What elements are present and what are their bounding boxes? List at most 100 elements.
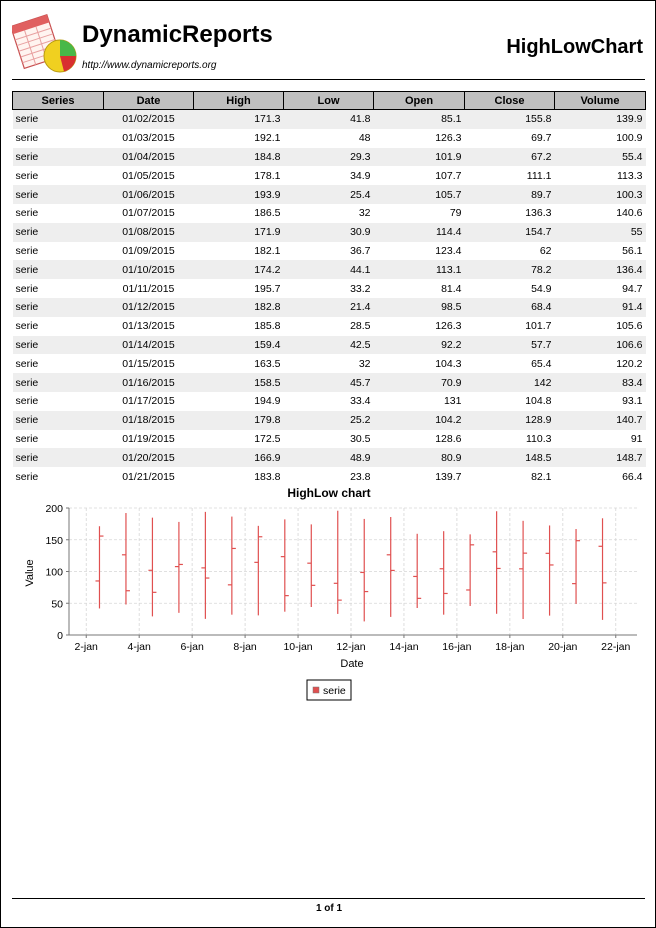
cell-date: 01/09/2015 (122, 244, 175, 257)
data-table: Series Date High Low Open Close Volume s… (12, 91, 646, 486)
x-tick-label: 4-jan (128, 641, 152, 653)
table-row: serie 01/05/2015 178.1 34.9 107.7 111.1 113.3 (13, 166, 646, 185)
y-tick-label: 100 (45, 567, 63, 579)
cell-low: 29.3 (283, 147, 374, 167)
cell-high: 179.8 (193, 410, 284, 430)
table-row: serie 01/09/2015 182.1 36.7 123.4 62 56.1 (13, 242, 646, 261)
cell-volume: 56.1 (622, 244, 643, 257)
cell-close: 101.7 (525, 320, 552, 333)
highlow-chart-svg: HighLow chart 0 50 100 150 200 2-jan 4-jan 6-ja… (24, 486, 637, 701)
cell-open: 92.2 (373, 335, 465, 355)
cell-low: 28.5 (350, 320, 371, 333)
cell-open: 104.2 (373, 410, 465, 430)
cell-series: serie (12, 297, 104, 317)
brand-url: http://www.dynamicreports.org (82, 60, 217, 71)
x-tick-label: 20-jan (548, 641, 577, 653)
cell-close: 110.3 (526, 432, 552, 445)
cell-open: 107.7 (435, 169, 462, 182)
cell-date: 01/10/2015 (103, 260, 194, 280)
cell-close: 154.7 (464, 222, 555, 242)
cell-date: 01/17/2015 (122, 395, 175, 408)
cell-open: 101.9 (373, 147, 465, 167)
cell-series: serie (15, 132, 39, 145)
cell-volume: 105.6 (616, 320, 643, 333)
cell-low: 36.7 (350, 244, 371, 257)
cell-series: serie (12, 260, 104, 280)
cell-volume: 139.9 (554, 109, 646, 129)
cell-date: 01/20/2015 (103, 448, 194, 468)
cell-volume: 136.4 (554, 260, 646, 280)
cell-low: 33.2 (350, 282, 371, 295)
cell-close: 136.3 (525, 207, 552, 220)
cell-high: 183.8 (254, 470, 281, 483)
cell-high: 171.3 (193, 109, 284, 129)
cell-close: 78.2 (464, 260, 555, 280)
table-row: serie 01/11/2015 195.7 33.2 81.4 54.9 94.7 (13, 279, 646, 298)
report-title: HighLowChart (506, 36, 643, 58)
cell-open: 126.3 (435, 132, 462, 145)
cell-low: 32 (358, 357, 371, 370)
cell-high: 171.9 (193, 222, 284, 242)
cell-date: 01/08/2015 (103, 222, 194, 242)
cell-low: 42.5 (283, 335, 374, 355)
cell-volume: 93.1 (622, 395, 643, 408)
table-row: serie 01/12/2015 182.8 21.4 98.5 68.4 91.4 (12, 297, 646, 317)
cell-close: 65.4 (531, 357, 552, 370)
x-tick-label: 8-jan (233, 641, 257, 653)
cell-low: 21.4 (283, 297, 374, 317)
cell-date: 01/06/2015 (103, 185, 194, 204)
table-row: serie 01/06/2015 193.9 25.4 105.7 89.7 100.3 (12, 185, 646, 204)
cell-close: 57.7 (464, 335, 555, 355)
x-tick-label: 12-jan (336, 641, 365, 653)
cell-volume: 100.9 (616, 132, 643, 145)
cell-open: 98.5 (373, 297, 465, 317)
cell-open: 139.7 (435, 470, 462, 483)
cell-series: serie (12, 222, 104, 242)
highlow-chart: HighLow chart 0 50 100 150 200 2-jan 4-jan 6-ja… (12, 483, 645, 713)
cell-date: 01/07/2015 (122, 207, 175, 220)
cell-high: 166.9 (193, 448, 284, 468)
cell-high: 182.1 (254, 244, 281, 257)
cell-low: 25.2 (283, 410, 374, 430)
cell-open: 131 (443, 395, 462, 408)
cell-series: serie (12, 185, 104, 204)
cell-series: serie (15, 357, 39, 370)
cell-low: 41.8 (283, 109, 374, 129)
x-tick-label: 6-jan (180, 641, 204, 653)
table-header-row: Series Date High Low Open Close Volume (12, 91, 646, 110)
table-row: serie 01/17/2015 194.9 33.4 131 104.8 93.1 (13, 392, 646, 411)
cell-volume: 55.4 (554, 147, 646, 167)
x-tick-label: 10-jan (283, 641, 312, 653)
cell-date: 01/03/2015 (122, 132, 175, 145)
cell-volume: 94.7 (622, 282, 643, 295)
x-tick-label: 18-jan (495, 641, 524, 653)
cell-high: 182.8 (193, 297, 284, 317)
cell-series: serie (15, 320, 39, 333)
cell-open: 113.1 (373, 260, 465, 280)
cell-close: 128.9 (464, 410, 555, 430)
cell-volume: 120.2 (616, 357, 643, 370)
chart-marks (95, 510, 607, 622)
cell-close: 155.8 (464, 109, 555, 129)
column-header-close: Close (464, 91, 555, 110)
cell-series: serie (15, 169, 39, 182)
cell-volume: 140.6 (616, 207, 643, 220)
cell-low: 33.4 (350, 395, 371, 408)
cell-date: 01/04/2015 (103, 147, 194, 167)
column-header-low: Low (283, 91, 374, 110)
cell-date: 01/19/2015 (122, 432, 175, 445)
column-header-open: Open (373, 91, 465, 110)
cell-high: 185.8 (254, 320, 281, 333)
cell-date: 01/05/2015 (122, 169, 175, 182)
cell-volume: 91.4 (554, 297, 646, 317)
column-header-date: Date (103, 91, 194, 110)
column-header-volume: Volume (554, 91, 646, 110)
cell-high: 194.9 (254, 395, 281, 408)
cell-close: 69.7 (531, 132, 552, 145)
table-row: serie 01/21/2015 183.8 23.8 139.7 82.1 66.4 (13, 467, 646, 486)
cell-volume: 106.6 (554, 335, 646, 355)
cell-high: 192.1 (254, 132, 281, 145)
cell-close: 54.9 (531, 282, 552, 295)
cell-high: 178.1 (254, 169, 281, 182)
table-row: serie 01/02/2015 171.3 41.8 85.1 155.8 139.9 (12, 109, 646, 129)
